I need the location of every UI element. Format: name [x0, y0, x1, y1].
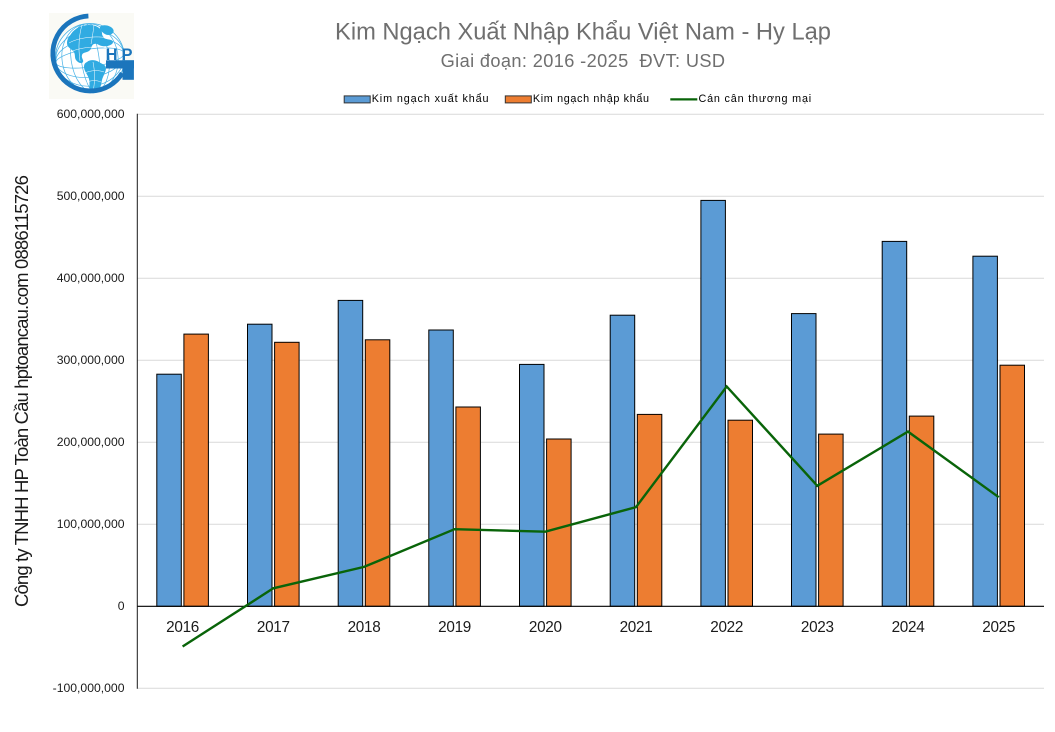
svg-text:600,000,000: 600,000,000 — [57, 107, 125, 121]
svg-text:500,000,000: 500,000,000 — [57, 189, 125, 203]
svg-text:Công ty TNHH HP Toàn Cầu hptoa: Công ty TNHH HP Toàn Cầu hptoancau.com 0… — [11, 175, 32, 607]
svg-text:2025: 2025 — [982, 619, 1015, 636]
svg-text:2016: 2016 — [166, 619, 199, 636]
svg-text:Kim ngạch xuất khẩu: Kim ngạch xuất khẩu — [372, 93, 490, 105]
svg-text:2019: 2019 — [438, 619, 471, 636]
svg-text:100,000,000: 100,000,000 — [57, 517, 125, 531]
svg-text:2018: 2018 — [348, 619, 381, 636]
svg-text:400,000,000: 400,000,000 — [57, 271, 125, 285]
svg-text:Giai đoạn: 2016 -2025 ĐVT: US: Giai đoạn: 2016 -2025 ĐVT: USD — [441, 51, 726, 71]
svg-text:0: 0 — [118, 599, 125, 613]
svg-text:2021: 2021 — [620, 619, 653, 636]
svg-text:200,000,000: 200,000,000 — [57, 435, 125, 449]
svg-text:HP: HP — [106, 46, 137, 64]
svg-text:Kim Ngạch Xuất Nhập Khẩu Việt: Kim Ngạch Xuất Nhập Khẩu Việt Nam - Hy L… — [335, 19, 831, 45]
svg-text:Kim ngạch nhập khẩu: Kim ngạch nhập khẩu — [533, 93, 650, 105]
svg-text:2020: 2020 — [529, 619, 562, 636]
svg-text:Cán cân thương mại: Cán cân thương mại — [699, 93, 813, 105]
svg-text:2023: 2023 — [801, 619, 834, 636]
svg-text:2017: 2017 — [257, 619, 290, 636]
svg-text:300,000,000: 300,000,000 — [57, 353, 125, 367]
svg-text:-100,000,000: -100,000,000 — [53, 681, 125, 695]
svg-text:2022: 2022 — [710, 619, 743, 636]
svg-text:2024: 2024 — [892, 619, 926, 636]
